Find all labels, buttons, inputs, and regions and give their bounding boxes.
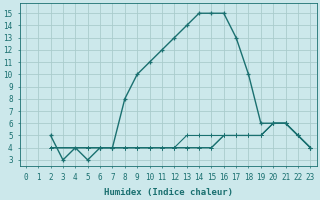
X-axis label: Humidex (Indice chaleur): Humidex (Indice chaleur) <box>104 188 233 197</box>
